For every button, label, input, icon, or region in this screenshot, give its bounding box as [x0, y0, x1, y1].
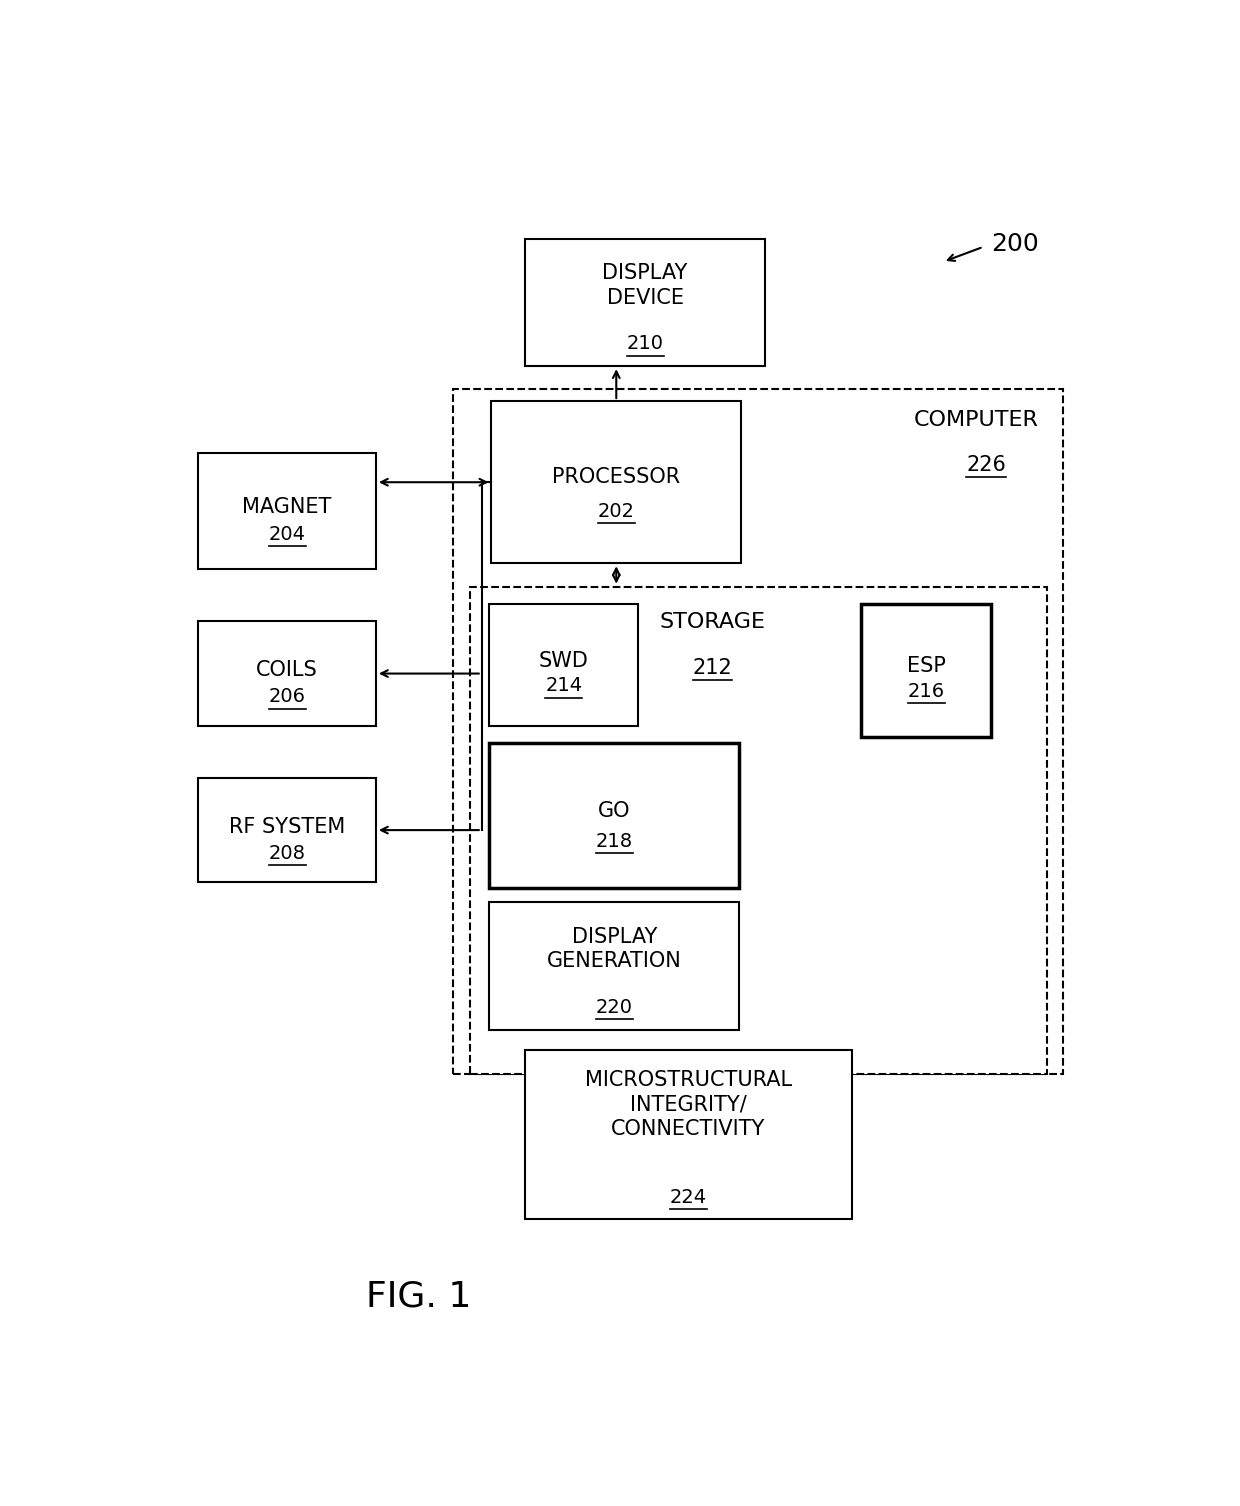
Text: DISPLAY
DEVICE: DISPLAY DEVICE: [603, 264, 688, 309]
Text: COILS: COILS: [257, 660, 317, 681]
FancyBboxPatch shape: [470, 587, 1047, 1074]
FancyBboxPatch shape: [491, 401, 742, 563]
FancyBboxPatch shape: [862, 604, 991, 738]
Text: GO: GO: [598, 801, 631, 821]
Text: STORAGE: STORAGE: [660, 611, 765, 633]
Text: 212: 212: [692, 658, 733, 678]
Text: 210: 210: [626, 334, 663, 354]
FancyBboxPatch shape: [198, 453, 376, 569]
Text: 224: 224: [670, 1188, 707, 1206]
Text: 200: 200: [991, 232, 1039, 256]
Text: 202: 202: [598, 501, 635, 521]
FancyBboxPatch shape: [453, 390, 1063, 1074]
Text: 204: 204: [269, 526, 305, 544]
FancyBboxPatch shape: [525, 239, 765, 366]
Text: 214: 214: [546, 676, 583, 696]
Text: PROCESSOR: PROCESSOR: [552, 467, 681, 486]
FancyBboxPatch shape: [198, 622, 376, 726]
Text: 226: 226: [966, 455, 1006, 474]
Text: 218: 218: [595, 831, 632, 851]
FancyBboxPatch shape: [490, 742, 739, 889]
Text: MICROSTRUCTURAL
INTEGRITY/
CONNECTIVITY: MICROSTRUCTURAL INTEGRITY/ CONNECTIVITY: [585, 1069, 792, 1139]
Text: DISPLAY
GENERATION: DISPLAY GENERATION: [547, 926, 682, 971]
Text: MAGNET: MAGNET: [243, 497, 332, 517]
Text: 220: 220: [596, 998, 632, 1017]
FancyBboxPatch shape: [198, 779, 376, 883]
Text: 206: 206: [269, 687, 305, 706]
FancyBboxPatch shape: [490, 902, 739, 1030]
Text: FIG. 1: FIG. 1: [367, 1279, 471, 1313]
FancyBboxPatch shape: [525, 1051, 852, 1218]
Text: SWD: SWD: [539, 651, 589, 670]
Text: 208: 208: [269, 843, 305, 863]
Text: RF SYSTEM: RF SYSTEM: [229, 816, 345, 837]
Text: COMPUTER: COMPUTER: [914, 410, 1039, 431]
Text: ESP: ESP: [906, 657, 946, 676]
FancyBboxPatch shape: [490, 604, 639, 726]
Text: 216: 216: [908, 682, 945, 700]
